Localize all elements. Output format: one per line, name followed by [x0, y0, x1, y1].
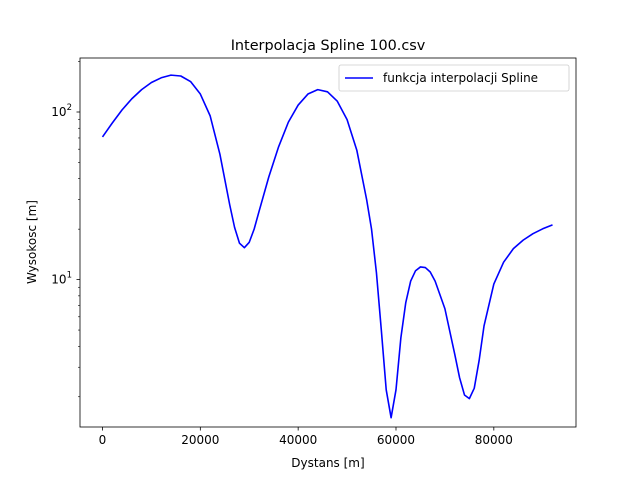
x-tick-label: 20000 [181, 433, 219, 447]
x-tick-label: 40000 [279, 433, 317, 447]
x-axis-label: Dystans [m] [291, 456, 364, 470]
axes-frame [79, 57, 577, 428]
legend-box [338, 64, 570, 92]
series-line-0 [101, 74, 553, 419]
x-axis: 0 20000 40000 60000 80000 [99, 427, 513, 447]
y-axis-label: Wysokosc [m] [25, 200, 39, 284]
x-tick-label: 60000 [377, 433, 415, 447]
legend-label: funkcja interpolacji Spline [383, 71, 538, 85]
x-tick-label: 80000 [475, 433, 513, 447]
legend: funkcja interpolacji Spline [338, 64, 570, 92]
plot-area [101, 74, 553, 419]
chart-title: Interpolacja Spline 100.csv [231, 38, 426, 54]
x-tick-label: 0 [99, 433, 107, 447]
